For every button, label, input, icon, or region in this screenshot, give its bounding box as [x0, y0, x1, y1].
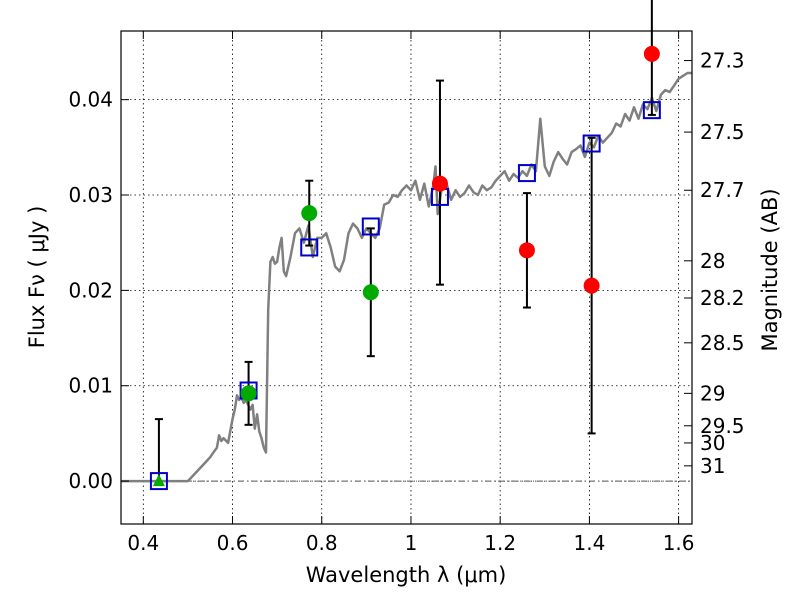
plot-frame — [120, 30, 693, 525]
green-flux-point — [240, 385, 257, 402]
y-axis-title: Flux Fν ( μJy ) — [25, 206, 49, 349]
model-flux-square — [517, 164, 536, 183]
y-tick-label: 0.01 — [68, 374, 113, 398]
grid — [121, 31, 692, 524]
y-tick-label: 0.00 — [68, 469, 113, 493]
right-tick-label: 31 — [700, 454, 725, 478]
x-tick-label: 1 — [405, 531, 418, 555]
model-flux-square — [361, 217, 380, 236]
model-flux-square — [300, 238, 319, 257]
right-tick-label: 30 — [700, 431, 725, 455]
right-tick-label: 29 — [700, 381, 725, 405]
upper-limit-triangle — [152, 474, 165, 487]
y-tick-label: 0.03 — [68, 183, 113, 207]
right-tick-label: 28.2 — [700, 286, 745, 310]
axis-ticks — [121, 31, 692, 524]
right-tick-label: 27.7 — [700, 178, 745, 202]
x-tick-label: 0.6 — [217, 531, 249, 555]
green-flux-point — [301, 205, 318, 222]
x-axis-title: Wavelength λ (μm) — [306, 563, 507, 587]
tick-labels: 0.4 0.6 0.8 1 1.2 1.4 1.6 0.00 0.01 0.02 0.03 0.04 2… — [68, 49, 744, 555]
x-tick-label: 1.2 — [484, 531, 516, 555]
right-tick-label: 27.3 — [700, 49, 745, 73]
x-tick-label: 0.4 — [127, 531, 159, 555]
y-tick-label: 0.04 — [68, 88, 113, 112]
red-flux-point — [518, 242, 535, 259]
red-flux-point — [431, 175, 448, 192]
right-axis-title: Magnitude (AB) — [758, 188, 782, 351]
x-tick-label: 0.8 — [306, 531, 338, 555]
observed-points — [152, 45, 660, 487]
right-tick-label: 27.5 — [700, 120, 745, 144]
right-tick-label: 28.5 — [700, 331, 745, 355]
model-flux-square — [582, 134, 601, 153]
right-tick-label: 29.5 — [700, 414, 745, 438]
y-tick-label: 0.02 — [68, 278, 113, 302]
green-flux-point — [362, 284, 379, 301]
x-tick-label: 1.4 — [573, 531, 605, 555]
red-flux-point — [643, 45, 660, 62]
x-tick-label: 1.6 — [663, 531, 695, 555]
right-tick-label: 28 — [700, 249, 725, 273]
red-flux-point — [583, 277, 600, 294]
model-flux-square — [149, 472, 168, 491]
model-flux-square — [642, 101, 661, 120]
